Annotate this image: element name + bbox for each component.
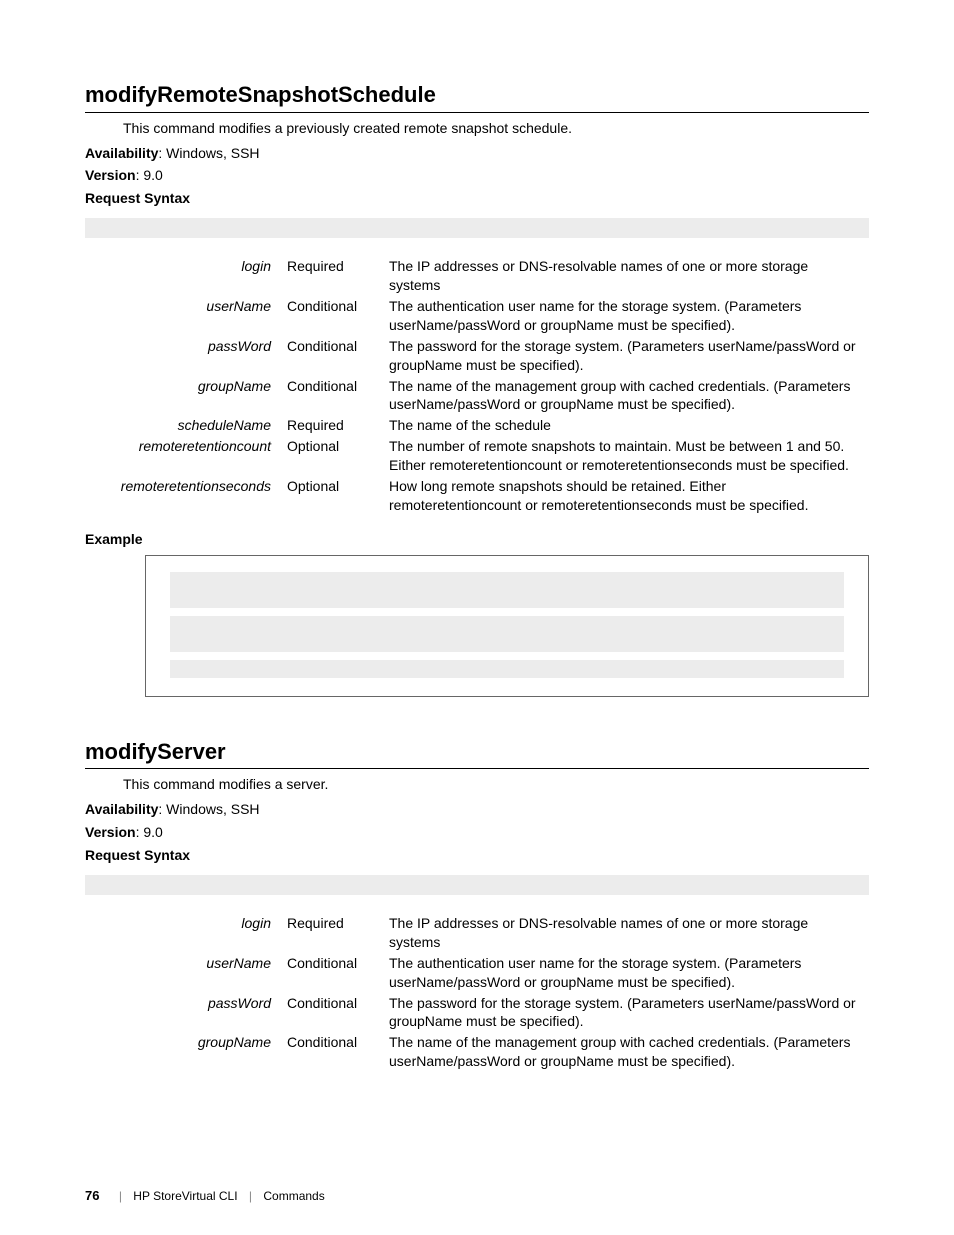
version-label-1: Version [85,167,136,183]
param-desc: The name of the schedule [383,415,869,436]
param-desc: The authentication user name for the sto… [383,953,869,993]
example-label-1: Example [85,530,869,549]
param-name: groupName [85,1032,281,1072]
table-row: passWord Conditional The password for th… [85,993,869,1033]
param-desc: The name of the management group with ca… [383,376,869,416]
param-req: Conditional [281,953,383,993]
table-row: userName Conditional The authentication … [85,296,869,336]
param-desc: The authentication user name for the sto… [383,296,869,336]
page-footer: 76 | HP StoreVirtual CLI | Commands [85,1187,325,1205]
param-req: Required [281,415,383,436]
version-line-1: Version: 9.0 [85,166,869,185]
params-table-2: login Required The IP addresses or DNS-r… [85,913,869,1072]
param-name: login [85,913,281,953]
section-intro-2: This command modifies a server. [123,775,869,794]
version-line-2: Version: 9.0 [85,823,869,842]
param-req: Conditional [281,296,383,336]
param-name: groupName [85,376,281,416]
table-row: groupName Conditional The name of the ma… [85,1032,869,1072]
param-desc: The number of remote snapshots to mainta… [383,436,869,476]
param-req: Optional [281,436,383,476]
availability-label-2: Availability [85,801,158,817]
param-name: userName [85,296,281,336]
table-row: groupName Conditional The name of the ma… [85,376,869,416]
table-row: remoteretentionseconds Optional How long… [85,476,869,516]
param-name: login [85,256,281,296]
param-name: passWord [85,336,281,376]
table-row: userName Conditional The authentication … [85,953,869,993]
param-desc: How long remote snapshots should be reta… [383,476,869,516]
param-name: remoteretentionseconds [85,476,281,516]
param-name: passWord [85,993,281,1033]
params-table-1: login Required The IP addresses or DNS-r… [85,256,869,516]
table-row: login Required The IP addresses or DNS-r… [85,913,869,953]
version-label-2: Version [85,824,136,840]
footer-sep: | [119,1189,122,1203]
table-row: login Required The IP addresses or DNS-r… [85,256,869,296]
footer-left: HP StoreVirtual CLI [133,1189,237,1203]
availability-line-1: Availability: Windows, SSH [85,144,869,163]
param-desc: The name of the management group with ca… [383,1032,869,1072]
availability-line-2: Availability: Windows, SSH [85,800,869,819]
example-code-row [170,660,844,678]
request-syntax-label-1: Request Syntax [85,189,869,208]
param-req: Conditional [281,993,383,1033]
example-code-row [170,616,844,652]
availability-label-1: Availability [85,145,158,161]
param-req: Required [281,256,383,296]
page-number: 76 [85,1188,99,1203]
syntax-block-2 [85,875,869,895]
table-row: passWord Conditional The password for th… [85,336,869,376]
table-row: scheduleName Required The name of the sc… [85,415,869,436]
availability-value-2: : Windows, SSH [158,801,259,817]
request-syntax-label-2: Request Syntax [85,846,869,865]
syntax-block-1 [85,218,869,238]
example-block-1 [145,555,869,697]
section-intro-1: This command modifies a previously creat… [123,119,869,138]
example-code-row [170,572,844,608]
table-row: remoteretentioncount Optional The number… [85,436,869,476]
version-value-2: : 9.0 [136,824,163,840]
param-name: scheduleName [85,415,281,436]
param-desc: The password for the storage system. (Pa… [383,993,869,1033]
param-desc: The password for the storage system. (Pa… [383,336,869,376]
param-desc: The IP addresses or DNS-resolvable names… [383,256,869,296]
footer-sep: | [249,1189,252,1203]
param-desc: The IP addresses or DNS-resolvable names… [383,913,869,953]
param-req: Optional [281,476,383,516]
param-req: Conditional [281,376,383,416]
param-req: Required [281,913,383,953]
availability-value-1: : Windows, SSH [158,145,259,161]
param-req: Conditional [281,336,383,376]
param-name: userName [85,953,281,993]
param-name: remoteretentioncount [85,436,281,476]
section-title-1: modifyRemoteSnapshotSchedule [85,80,869,113]
param-req: Conditional [281,1032,383,1072]
version-value-1: : 9.0 [136,167,163,183]
section-title-2: modifyServer [85,737,869,770]
footer-right: Commands [263,1189,324,1203]
